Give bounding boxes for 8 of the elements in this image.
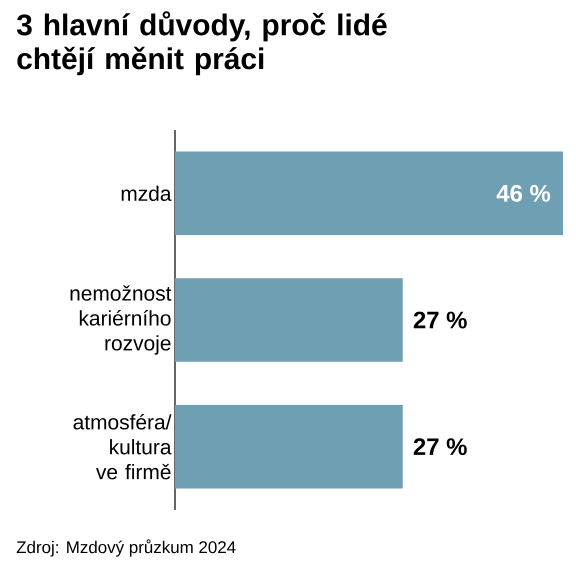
y-tick-label: atmosféra/ kultura ve firmě (74, 414, 172, 480)
y-tick-label: nemožnost kariérního rozvoje (70, 285, 172, 355)
y-tick-label: mzda (122, 186, 172, 202)
chart-title: 3 hlavní důvody, proč lidé chtějí měnit práci (16, 11, 387, 76)
data-label: 27 % (414, 312, 467, 328)
data-label: 46 % (496, 184, 550, 202)
data-label: 27 % (414, 438, 467, 456)
text: Zdroj: Mzdový průzkum 2024 (16, 539, 236, 557)
